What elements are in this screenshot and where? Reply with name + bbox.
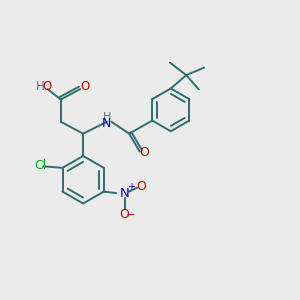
Text: O: O (81, 80, 90, 93)
Text: H: H (36, 80, 44, 93)
Text: Cl: Cl (34, 159, 46, 172)
Text: H: H (103, 112, 111, 122)
Text: N: N (120, 187, 129, 200)
Text: O: O (42, 80, 51, 93)
Text: O: O (140, 146, 150, 160)
Text: O: O (136, 180, 146, 194)
Text: N: N (102, 117, 112, 130)
Text: +: + (127, 182, 135, 192)
Text: O: O (120, 208, 130, 221)
Text: −: − (126, 210, 135, 220)
